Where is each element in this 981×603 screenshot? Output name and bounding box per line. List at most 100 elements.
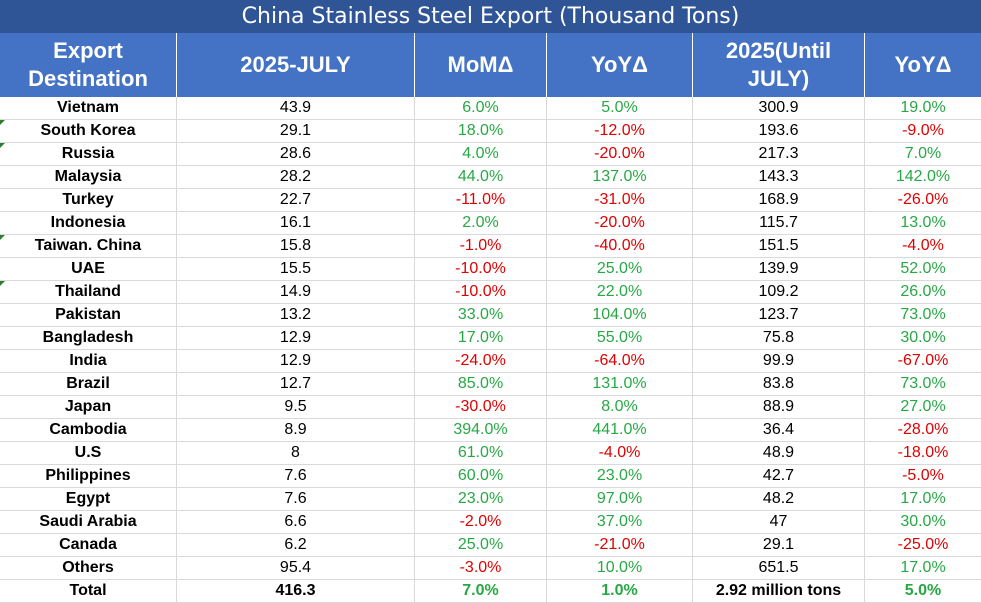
- mom-cell: -11.0%: [415, 189, 547, 211]
- mom-cell: -2.0%: [415, 511, 547, 533]
- ytd-yoy-cell: -67.0%: [897, 352, 949, 369]
- ytd-cell: 83.8: [693, 373, 865, 395]
- yoy-cell: -20.0%: [547, 143, 693, 165]
- ytd-cell: 143.3: [693, 166, 865, 188]
- cell-marker-icon: [0, 143, 5, 148]
- mom-cell: -10.0%: [415, 258, 547, 280]
- ytd-cell: 109.2: [693, 281, 865, 303]
- table-row: Brazil 12.7 85.0% 131.0% 83.8 73.0%: [0, 373, 981, 396]
- yoy-cell: 22.0%: [547, 281, 693, 303]
- destination-cell: India: [0, 350, 177, 372]
- yoy-cell: 441.0%: [547, 419, 693, 441]
- july-cell: 6.2: [177, 534, 415, 556]
- yoy-cell: -20.0%: [547, 212, 693, 234]
- mom-cell: 17.0%: [415, 327, 547, 349]
- july-cell: 12.9: [177, 350, 415, 372]
- yoy-cell: -21.0%: [547, 534, 693, 556]
- ytd-cell: 29.1: [693, 534, 865, 556]
- table-row: UAE 15.5 -10.0% 25.0% 139.9 52.0%: [0, 258, 981, 281]
- yoy-cell: 23.0%: [547, 465, 693, 487]
- mom-cell: -1.0%: [415, 235, 547, 257]
- july-cell: 8: [177, 442, 415, 464]
- mom-cell: 25.0%: [415, 534, 547, 556]
- cell-marker-icon: [0, 120, 5, 125]
- destination-cell: Pakistan: [0, 304, 177, 326]
- table-row: Egypt 7.6 23.0% 97.0% 48.2 17.0%: [0, 488, 981, 511]
- destination-cell: UAE: [0, 258, 177, 280]
- destination-cell: Egypt: [0, 488, 177, 510]
- mom-cell: -10.0%: [415, 281, 547, 303]
- ytd-yoy-cell: -25.0%: [897, 536, 949, 553]
- header-ytd-yoy: YoYΔ: [865, 33, 981, 97]
- header-ytd: 2025(Until JULY): [693, 33, 865, 97]
- table-row: Philippines 7.6 60.0% 23.0% 42.7 -5.0%: [0, 465, 981, 488]
- ytd-cell: 48.9: [693, 442, 865, 464]
- ytd-yoy-cell: 30.0%: [900, 513, 946, 530]
- yoy-cell: 97.0%: [547, 488, 693, 510]
- july-cell: 43.9: [177, 97, 415, 119]
- july-cell: 15.8: [177, 235, 415, 257]
- destination-cell: South Korea: [0, 120, 177, 142]
- ytd-cell: 47: [693, 511, 865, 533]
- july-cell: 9.5: [177, 396, 415, 418]
- ytd-yoy-cell: 7.0%: [904, 145, 942, 162]
- yoy-cell: -31.0%: [547, 189, 693, 211]
- ytd-yoy-cell: 26.0%: [900, 283, 946, 300]
- yoy-cell: -64.0%: [547, 350, 693, 372]
- ytd-cell: 139.9: [693, 258, 865, 280]
- ytd-yoy-cell: 19.0%: [900, 99, 946, 116]
- ytd-cell: 75.8: [693, 327, 865, 349]
- mom-cell: 394.0%: [415, 419, 547, 441]
- ytd-yoy-cell: 13.0%: [900, 214, 946, 231]
- destination-cell: Thailand: [0, 281, 177, 303]
- table-title: China Stainless Steel Export (Thousand T…: [0, 0, 981, 33]
- ytd-cell: 42.7: [693, 465, 865, 487]
- header-mom: MoMΔ: [415, 33, 547, 97]
- ytd-cell: 168.9: [693, 189, 865, 211]
- table-row: Turkey 22.7 -11.0% -31.0% 168.9 -26.0%: [0, 189, 981, 212]
- ytd-yoy-cell: -28.0%: [897, 421, 949, 438]
- mom-cell: 61.0%: [415, 442, 547, 464]
- header-july: 2025-JULY: [177, 33, 415, 97]
- july-cell: 12.7: [177, 373, 415, 395]
- destination-cell: Cambodia: [0, 419, 177, 441]
- ytd-yoy-cell: 142.0%: [895, 168, 951, 185]
- ytd-yoy-cell: 52.0%: [900, 260, 946, 277]
- header-yoy: YoYΔ: [547, 33, 693, 97]
- ytd-cell: 123.7: [693, 304, 865, 326]
- july-cell: 6.6: [177, 511, 415, 533]
- destination-cell: U.S: [0, 442, 177, 464]
- yoy-cell: 10.0%: [547, 557, 693, 579]
- cell-marker-icon: [0, 235, 5, 240]
- mom-cell: 18.0%: [415, 120, 547, 142]
- mom-cell: -24.0%: [415, 350, 547, 372]
- table-row: Others 95.4 -3.0% 10.0% 651.5 17.0%: [0, 557, 981, 580]
- ytd-yoy-cell: 5.0%: [904, 582, 942, 599]
- destination-cell: Malaysia: [0, 166, 177, 188]
- destination-cell: Indonesia: [0, 212, 177, 234]
- mom-cell: -30.0%: [415, 396, 547, 418]
- table-row: Russia 28.6 4.0% -20.0% 217.3 7.0%: [0, 143, 981, 166]
- july-cell: 16.1: [177, 212, 415, 234]
- yoy-cell: 37.0%: [547, 511, 693, 533]
- ytd-yoy-cell: -18.0%: [897, 444, 949, 461]
- cell-marker-icon: [0, 281, 5, 286]
- table-row: Canada 6.2 25.0% -21.0% 29.1 -25.0%: [0, 534, 981, 557]
- table-row: Indonesia 16.1 2.0% -20.0% 115.7 13.0%: [0, 212, 981, 235]
- july-cell: 95.4: [177, 557, 415, 579]
- mom-cell: 7.0%: [415, 580, 547, 602]
- july-cell: 22.7: [177, 189, 415, 211]
- table-row: Cambodia 8.9 394.0% 441.0% 36.4 -28.0%: [0, 419, 981, 442]
- ytd-cell: 151.5: [693, 235, 865, 257]
- mom-cell: 23.0%: [415, 488, 547, 510]
- ytd-yoy-cell: 30.0%: [900, 329, 946, 346]
- july-cell: 29.1: [177, 120, 415, 142]
- mom-cell: -3.0%: [415, 557, 547, 579]
- table-row: Pakistan 13.2 33.0% 104.0% 123.7 73.0%: [0, 304, 981, 327]
- mom-cell: 2.0%: [415, 212, 547, 234]
- july-cell: 7.6: [177, 465, 415, 487]
- yoy-cell: 5.0%: [547, 97, 693, 119]
- mom-cell: 33.0%: [415, 304, 547, 326]
- header-destination: Export Destination: [0, 33, 177, 97]
- july-cell: 28.6: [177, 143, 415, 165]
